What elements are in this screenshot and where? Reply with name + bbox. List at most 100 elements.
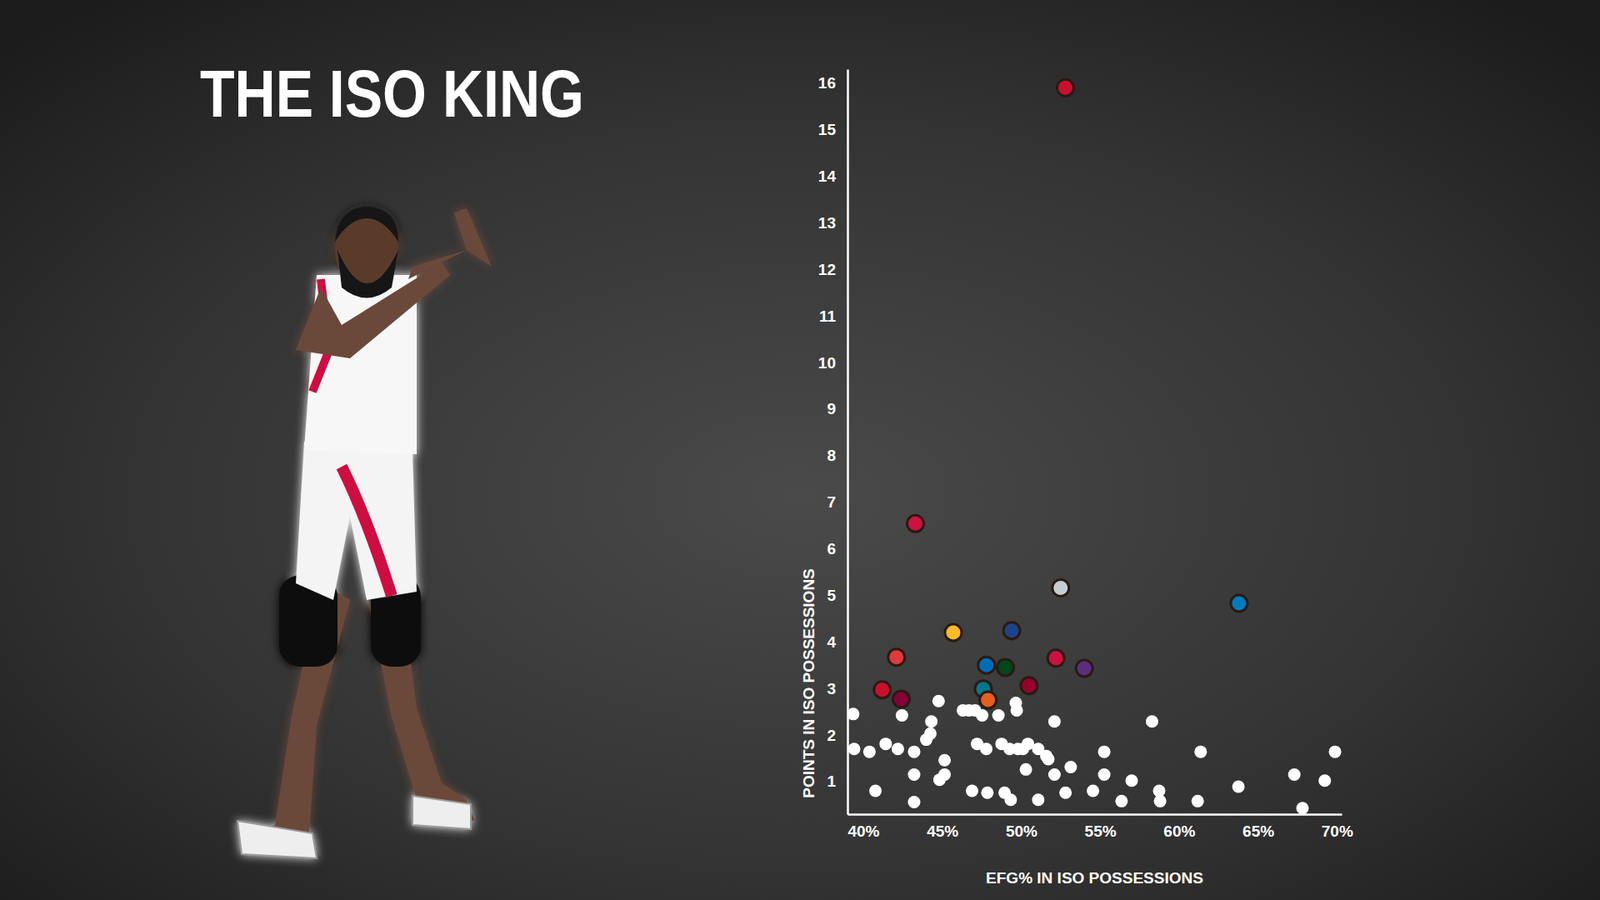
point <box>980 742 993 755</box>
y-tick: 15 <box>818 120 848 139</box>
point <box>938 754 951 767</box>
player-point <box>1075 660 1093 677</box>
point <box>1059 786 1072 800</box>
player-point <box>888 649 905 666</box>
point <box>1288 768 1301 781</box>
point <box>1194 745 1207 759</box>
point <box>1010 704 1024 717</box>
x-tick-label: 70% <box>1321 822 1354 840</box>
y-tick-label: 13 <box>818 214 836 232</box>
x-tick: 45% <box>926 814 959 840</box>
point <box>863 745 876 759</box>
x-tick: 40% <box>847 814 880 840</box>
point <box>1086 785 1100 798</box>
point <box>965 785 979 798</box>
y-axis-line <box>846 70 850 815</box>
y-tick-label: 5 <box>826 586 836 605</box>
point <box>992 709 1005 722</box>
y-tick: 16 <box>818 74 848 92</box>
point <box>1296 801 1310 815</box>
y-axis-title: POINTS IN ISO POSSESSIONS <box>800 568 818 799</box>
y-tick: 9 <box>826 400 848 418</box>
x-tick-label: 65% <box>1242 822 1275 840</box>
y-tick-label: 8 <box>826 446 836 465</box>
point <box>891 742 905 755</box>
player-point <box>1056 79 1074 96</box>
player-point <box>978 656 995 674</box>
player-point <box>1230 595 1248 612</box>
x-tick: 50% <box>1005 814 1038 840</box>
y-tick: 13 <box>818 214 848 232</box>
point <box>879 737 892 750</box>
point <box>1020 763 1033 776</box>
background <box>0 0 1600 900</box>
x-tick-label: 45% <box>926 822 959 840</box>
y-tick: 12 <box>818 260 848 279</box>
point <box>847 707 860 720</box>
y-tick-label: 6 <box>826 540 836 558</box>
y-tick: 14 <box>818 167 848 185</box>
player-point <box>980 691 997 709</box>
point <box>1232 780 1245 794</box>
point <box>924 727 937 740</box>
arm <box>408 208 492 280</box>
point <box>980 786 994 800</box>
point <box>907 745 920 759</box>
y-tick-label: 9 <box>826 400 836 418</box>
player-point <box>892 690 910 708</box>
point <box>1048 768 1061 781</box>
y-tick-label: 7 <box>826 493 836 511</box>
point <box>1115 795 1128 808</box>
point <box>1048 715 1061 728</box>
player-point <box>1052 579 1070 596</box>
point <box>1064 760 1077 774</box>
y-tick-label: 2 <box>826 726 836 745</box>
x-tick: 65% <box>1242 814 1275 840</box>
y-tick: 10 <box>818 354 848 372</box>
y-tick-label: 15 <box>818 120 837 139</box>
y-tick: 1 <box>826 772 848 790</box>
point <box>1125 774 1139 787</box>
shorts <box>295 441 417 600</box>
point <box>907 768 920 781</box>
point <box>1031 793 1045 806</box>
point <box>895 709 909 722</box>
player-point <box>906 515 924 532</box>
x-axis-title: EFG% IN ISO POSSESSIONS <box>985 869 1204 887</box>
x-axis-line <box>848 813 1343 816</box>
x-tick: 70% <box>1321 814 1354 840</box>
y-tick-label: 4 <box>826 633 836 651</box>
y-tick: 8 <box>826 446 848 465</box>
shoe <box>412 795 471 830</box>
point <box>907 795 920 809</box>
y-tick: 2 <box>826 726 848 745</box>
player-point <box>1003 622 1020 640</box>
point <box>1154 795 1167 808</box>
y-tick-label: 12 <box>818 260 836 279</box>
x-tick-label: 40% <box>847 822 880 840</box>
point <box>1191 795 1205 808</box>
y-tick: 5 <box>826 586 848 605</box>
player-point <box>874 681 891 699</box>
point <box>1098 768 1111 781</box>
x-tick: 55% <box>1085 814 1117 840</box>
point <box>1329 745 1342 759</box>
y-tick-label: 3 <box>826 680 836 698</box>
y-axis: 12345678910111213141516 <box>818 70 849 815</box>
hair <box>335 206 399 242</box>
y-tick-label: 16 <box>818 74 836 92</box>
shoe <box>237 820 317 859</box>
x-tick-label: 60% <box>1163 822 1195 840</box>
point <box>975 709 989 722</box>
point <box>1041 753 1055 766</box>
y-tick: 3 <box>826 680 848 698</box>
x-tick-label: 50% <box>1005 822 1038 840</box>
player-point <box>1047 650 1065 667</box>
point <box>1098 745 1111 759</box>
player-point <box>996 659 1014 676</box>
shorts-trim <box>341 466 392 596</box>
y-tick: 11 <box>819 307 848 325</box>
point <box>925 715 938 728</box>
x-tick: 60% <box>1163 814 1195 840</box>
chart: THE ISO KING40%45%50%55%60%65%70%1234567… <box>0 0 1600 900</box>
